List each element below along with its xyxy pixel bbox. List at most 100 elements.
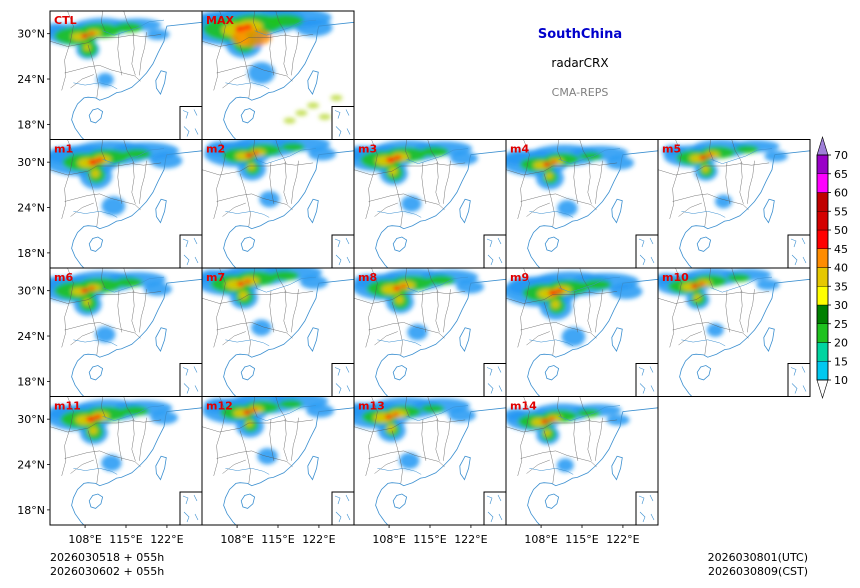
province-border xyxy=(405,396,410,418)
coastline xyxy=(679,278,810,397)
panel-label: m5 xyxy=(662,143,681,156)
x-tick-label: 122°E xyxy=(150,533,183,546)
province-border xyxy=(131,33,136,76)
province-border xyxy=(70,331,94,346)
coastline xyxy=(679,150,810,268)
province-border xyxy=(50,291,162,304)
province-border xyxy=(291,417,299,461)
taiwan-coastline xyxy=(155,455,167,481)
y-tick-label: 30°N xyxy=(17,156,45,169)
x-tick-label: 115°E xyxy=(413,533,446,546)
province-border xyxy=(526,459,550,474)
colorbar-bin xyxy=(816,342,829,362)
province-border xyxy=(222,459,246,474)
colorbar-tick-label: 10 xyxy=(834,374,848,387)
province-border xyxy=(405,139,410,161)
province-border xyxy=(253,139,258,161)
province-border xyxy=(365,139,378,219)
panel-label: m12 xyxy=(206,400,233,413)
river xyxy=(406,276,469,293)
river xyxy=(710,148,773,164)
hainan-coastline xyxy=(88,493,104,509)
province-border xyxy=(131,162,136,204)
province-border xyxy=(658,291,770,304)
south-china-sea-inset xyxy=(787,234,811,269)
hainan-coastline xyxy=(240,108,256,124)
reflectivity-field xyxy=(50,399,179,472)
colorbar-bin xyxy=(816,286,829,306)
province-border xyxy=(222,202,246,217)
hainan-coastline xyxy=(392,365,408,381)
river xyxy=(529,468,574,475)
coastline xyxy=(375,150,506,268)
province-border xyxy=(526,331,550,346)
south-china-sea-inset xyxy=(483,234,507,269)
taiwan-coastline xyxy=(611,327,623,352)
province-border xyxy=(269,290,275,333)
panel-label: m6 xyxy=(54,271,73,284)
province-border xyxy=(427,396,439,421)
y-tick-label: 18°N xyxy=(17,118,45,131)
coastline xyxy=(223,21,354,140)
province-border xyxy=(291,289,299,333)
x-tick-label: 108°E xyxy=(524,533,557,546)
province-border xyxy=(365,268,378,348)
province-border xyxy=(64,193,141,210)
river xyxy=(254,19,317,36)
province-border xyxy=(253,396,258,418)
coastline xyxy=(527,278,658,397)
panel-m4: m4 xyxy=(505,139,659,269)
province-border xyxy=(213,268,226,348)
province-border xyxy=(50,34,162,47)
y-tick-label: 30°N xyxy=(17,413,45,426)
coastline xyxy=(375,407,506,525)
y-tick-label: 30°N xyxy=(17,285,45,298)
province-border xyxy=(275,139,287,164)
province-border xyxy=(70,459,94,474)
river xyxy=(681,211,726,218)
province-border xyxy=(520,193,597,210)
province-border xyxy=(131,290,136,333)
panel-label: m8 xyxy=(358,271,377,284)
province-border xyxy=(216,193,293,210)
coastline xyxy=(223,407,354,525)
coastline xyxy=(223,150,354,268)
panel-label: m2 xyxy=(206,143,225,156)
province-border xyxy=(275,396,287,421)
river xyxy=(377,211,422,218)
south-china-sea-inset xyxy=(635,234,659,269)
river xyxy=(529,339,574,347)
panel-label: m4 xyxy=(510,143,529,156)
province-border xyxy=(253,268,258,290)
reflectivity-field xyxy=(50,140,183,216)
province-border xyxy=(365,396,378,476)
province-border xyxy=(587,419,592,461)
province-border xyxy=(579,396,591,421)
province-border xyxy=(123,396,135,421)
south-china-sea-inset xyxy=(179,106,203,140)
province-border xyxy=(117,419,123,461)
province-border xyxy=(368,193,445,210)
panel-grid: CTL MAX m1 m2 m3 m4 m5 m6 m7 m8 m9 m10 m11 m12 m13 m14 xyxy=(49,10,811,526)
panel-m13: m13 xyxy=(353,396,507,526)
province-border xyxy=(669,268,682,348)
province-border xyxy=(216,450,293,467)
province-border xyxy=(731,139,743,164)
province-border xyxy=(595,289,603,333)
south-china-sea-inset xyxy=(331,491,355,526)
province-border xyxy=(354,419,466,433)
reflectivity-field xyxy=(354,140,478,212)
province-border xyxy=(709,139,714,161)
south-china-sea-inset xyxy=(331,106,355,140)
province-border xyxy=(269,33,275,76)
province-border xyxy=(283,33,288,76)
x-tick-label: 115°E xyxy=(261,533,294,546)
province-border xyxy=(517,396,530,476)
colorbar-tick-label: 25 xyxy=(834,318,848,331)
panel-label: m9 xyxy=(510,271,529,284)
river xyxy=(529,211,574,218)
panel-label: m1 xyxy=(54,143,73,156)
province-border xyxy=(202,162,314,176)
province-border xyxy=(543,301,555,355)
taiwan-coastline xyxy=(611,198,623,224)
